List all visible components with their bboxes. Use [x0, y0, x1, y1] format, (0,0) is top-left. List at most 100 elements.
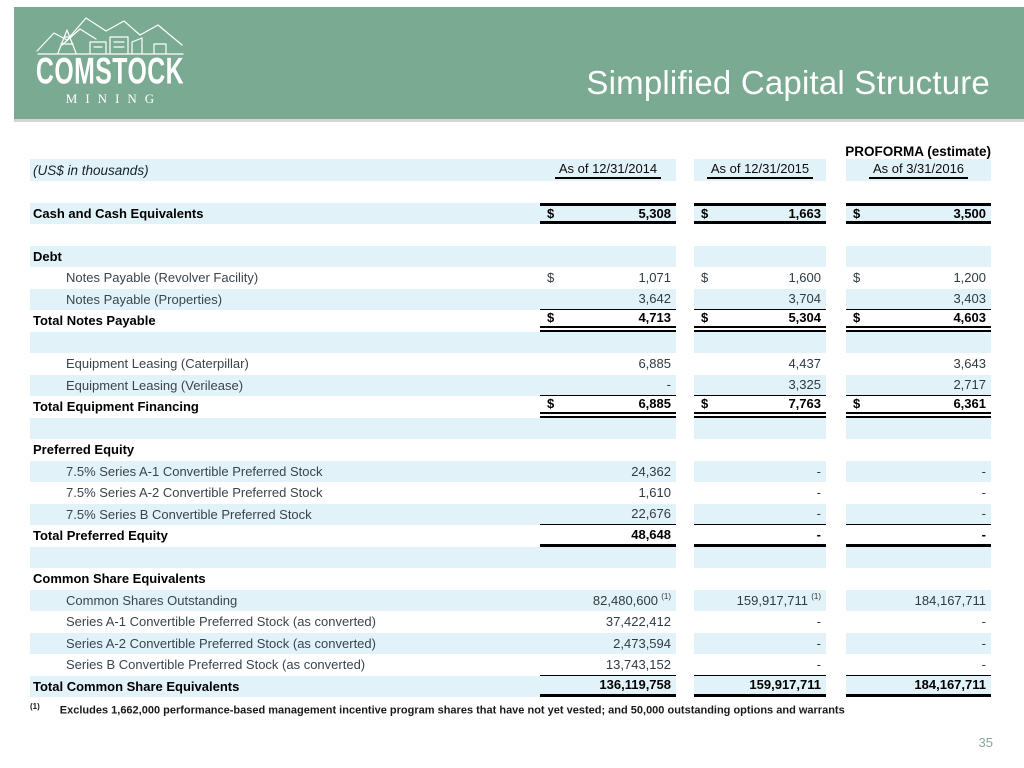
- spacer-cell: [540, 139, 676, 159]
- cell-value: -: [666, 377, 671, 393]
- column-gutter: [826, 245, 846, 267]
- footnote-text: Excludes 1,662,000 performance-based man…: [59, 704, 845, 717]
- cell-value: 3,325: [788, 377, 821, 393]
- column-gutter: [676, 353, 694, 375]
- column-gutter: [826, 202, 846, 224]
- cell-value: -: [816, 656, 821, 672]
- dollar-sign: $: [701, 205, 709, 221]
- value-cell: 13,743,152: [540, 654, 676, 676]
- column-gutter: [826, 139, 846, 159]
- cell-value: -: [816, 506, 821, 522]
- value-cell: $1,663: [694, 202, 826, 224]
- value-cell: [540, 546, 676, 568]
- cell-value: 184,167,711: [914, 677, 986, 693]
- column-header-2014: As of 12/31/2014: [540, 159, 676, 181]
- value-cell: 3,325: [694, 374, 826, 396]
- value-cell: [846, 224, 991, 246]
- cell-value: 1,610: [638, 485, 671, 501]
- value-cell: [846, 331, 991, 353]
- cell-value: 4,437: [788, 356, 821, 372]
- row-notes-payable-properties: Notes Payable (Properties) 3,642 3,704 3,40…: [30, 288, 991, 310]
- row-series-a2-as-converted: Series A-2 Convertible Preferred Stock (…: [30, 632, 991, 654]
- value-cell: -: [694, 460, 826, 482]
- cell-value: 2,717: [953, 377, 986, 393]
- column-gutter: [826, 503, 846, 525]
- cell-value: 5,308: [638, 205, 671, 221]
- cell-value: 1,200: [953, 270, 986, 286]
- row-cash-and-cash-equivalents: Cash and Cash Equivalents $5,308 $1,663 $3,…: [30, 202, 991, 224]
- dollar-sign: $: [853, 270, 861, 286]
- column-gutter: [676, 139, 694, 159]
- value-cell: [846, 417, 991, 439]
- row-label: Notes Payable (Properties): [30, 288, 540, 310]
- spacer-cell: [30, 139, 540, 159]
- page-number: 35: [978, 735, 993, 750]
- value-cell: -: [694, 503, 826, 525]
- value-cell: [540, 224, 676, 246]
- cell-value: -: [981, 656, 986, 672]
- cell-value: 6,361: [953, 396, 986, 412]
- row-label: Preferred Equity: [33, 442, 135, 458]
- value-cell: [540, 417, 676, 439]
- cell-value: -: [816, 526, 821, 542]
- value-cell: 159,917,711: [694, 675, 826, 697]
- row-series-b-preferred: 7.5% Series B Convertible Preferred Stoc…: [30, 503, 991, 525]
- column-gutter: [676, 632, 694, 654]
- cell-value: 159,917,711: [736, 592, 808, 608]
- row-total-common-share-equivalents: Total Common Share Equivalents 136,119,75…: [30, 675, 991, 697]
- cell-value: 5,304: [788, 310, 821, 326]
- cell-value: 1,071: [638, 270, 671, 286]
- cell-value: 6,885: [638, 356, 671, 372]
- value-cell: 4,437: [694, 353, 826, 375]
- blank-row: [30, 181, 991, 203]
- value-cell: [694, 331, 826, 353]
- column-header-label: As of 12/31/2014: [554, 161, 662, 179]
- value-cell: 1,610: [540, 482, 676, 504]
- column-gutter: [676, 546, 694, 568]
- value-cell: [540, 568, 676, 590]
- proforma-header-row: PROFORMA (estimate): [30, 139, 991, 159]
- column-gutter: [826, 224, 846, 246]
- column-gutter: [676, 374, 694, 396]
- column-gutter: [676, 181, 694, 203]
- dollar-sign: $: [547, 270, 555, 286]
- value-cell: -: [694, 482, 826, 504]
- column-gutter: [826, 482, 846, 504]
- cell-value: -: [981, 506, 986, 522]
- row-label: Common Shares Outstanding: [30, 589, 540, 611]
- value-cell: 184,167,711: [846, 589, 991, 611]
- spacer-cell: [694, 139, 826, 159]
- value-cell: 159,917,711 (1): [694, 589, 826, 611]
- cell-value: -: [816, 485, 821, 501]
- value-cell: [846, 245, 991, 267]
- value-cell: -: [846, 611, 991, 633]
- dollar-sign: $: [853, 205, 861, 221]
- row-total-equipment-financing: Total Equipment Financing $6,885 $7,763 $6,…: [30, 396, 991, 418]
- row-debt-section: Debt: [30, 245, 991, 267]
- value-cell: -: [846, 482, 991, 504]
- cell-value: -: [981, 614, 986, 630]
- value-cell: -: [694, 654, 826, 676]
- value-cell: -: [694, 632, 826, 654]
- row-label: Series B Convertible Preferred Stock (as…: [66, 657, 366, 673]
- row-label: [30, 224, 540, 246]
- row-label: [30, 331, 540, 353]
- column-gutter: [676, 202, 694, 224]
- value-cell: 3,643: [846, 353, 991, 375]
- row-common-shares-outstanding: Common Shares Outstanding 82,480,600 (1) 15…: [30, 589, 991, 611]
- value-cell: -: [846, 632, 991, 654]
- cell-value: 3,403: [953, 291, 986, 307]
- column-gutter: [676, 224, 694, 246]
- blank-row: [30, 546, 991, 568]
- row-series-b-as-converted: Series B Convertible Preferred Stock (as…: [30, 654, 991, 676]
- row-label: [30, 181, 540, 203]
- value-cell: 82,480,600 (1): [540, 589, 676, 611]
- proforma-label: PROFORMA (estimate): [845, 144, 991, 159]
- column-gutter: [826, 310, 846, 332]
- row-label: 7.5% Series A-1 Convertible Preferred St…: [30, 460, 540, 482]
- row-label: Series A-2 Convertible Preferred Stock (…: [30, 632, 540, 654]
- cell-value: 184,167,711: [914, 592, 986, 608]
- column-gutter: [826, 460, 846, 482]
- cell-value: 1,663: [788, 205, 821, 221]
